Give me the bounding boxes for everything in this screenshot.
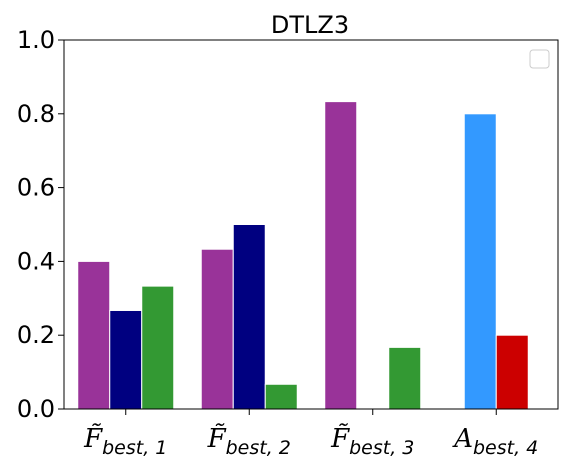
y-tick-label: 0.2: [17, 321, 55, 349]
x-tick-label: F̃best, 2: [207, 423, 291, 459]
y-tick-label: 1.0: [17, 26, 55, 54]
bar-group3-3: [388, 346, 422, 410]
x-tick-label-sub: best, 3: [349, 437, 414, 459]
bar-group4-1: [463, 113, 497, 410]
bars-layer: [77, 101, 529, 410]
x-tick-label-main: F̃: [83, 423, 103, 454]
bar-group1-2: [109, 309, 143, 410]
x-axis: F̃best, 1 F̃best, 2 F̃best, 3 Abest, 4: [83, 409, 538, 459]
x-tick-label-main: A: [452, 424, 473, 454]
y-tick-label: 0.6: [17, 174, 55, 202]
legend-box: [529, 49, 550, 69]
x-tick-label-sub: best, 4: [473, 437, 538, 459]
bar-group2-1: [200, 248, 234, 410]
y-tick-label: 0.8: [17, 100, 55, 128]
bar-group4-2: [495, 334, 529, 410]
x-tick-label: F̃best, 1: [83, 423, 167, 459]
bar-group3-1: [324, 101, 358, 410]
y-tick-label: 0.0: [17, 395, 55, 423]
bar-group2-3: [264, 383, 298, 410]
x-tick-label: F̃best, 3: [330, 423, 414, 459]
bar-group1-1: [77, 260, 111, 410]
x-tick-label-sub: best, 2: [226, 437, 291, 459]
bar-group1-3: [141, 285, 175, 410]
y-tick-label: 0.4: [17, 247, 55, 275]
x-tick-label-sub: best, 1: [102, 437, 167, 459]
bar-group2-2: [232, 224, 266, 410]
x-tick-label: Abest, 4: [452, 424, 538, 459]
plot-frame: [63, 39, 559, 410]
x-tick-label-main: F̃: [330, 423, 350, 454]
x-tick-label-main: F̃: [207, 423, 227, 454]
chart-title: DTLZ3: [271, 11, 349, 39]
y-axis: 0.0 0.2 0.4 0.6 0.8 1.0: [17, 26, 64, 423]
